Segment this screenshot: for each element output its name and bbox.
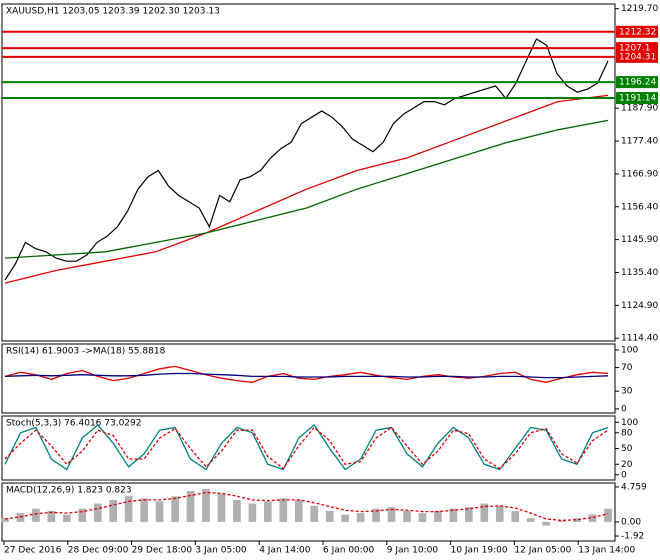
y-tick-label: 1177.40 (621, 137, 658, 147)
histogram-bar (495, 505, 504, 522)
histogram-bar (449, 508, 458, 522)
histogram-bar (325, 510, 334, 522)
histogram-bar (140, 498, 148, 522)
histogram-bar (573, 518, 581, 522)
histogram-bar (310, 505, 319, 522)
histogram-bar (171, 496, 179, 522)
panel-title: Stoch(5,3,3) 76.4016 73.0292 (6, 419, 141, 429)
panel-title: RSI(14) 61.9003 ->MA(18) 55.8818 (6, 347, 166, 357)
histogram-bar (557, 520, 566, 522)
y-tick-label: 1114.40 (621, 334, 658, 344)
histogram-bar (434, 510, 442, 522)
panel-frame (1, 343, 616, 414)
y-tick-label: 1124.90 (621, 301, 658, 311)
histogram-bar (604, 508, 612, 522)
y-tick-label: -1.92 (621, 532, 644, 542)
histogram-bar (511, 510, 520, 522)
histogram-bar (480, 503, 489, 522)
histogram-bar (16, 513, 25, 522)
histogram-bar (217, 494, 226, 522)
panel-frame (1, 415, 616, 481)
histogram-bar (32, 508, 40, 522)
y-tick-label: 4.759 (621, 482, 647, 492)
histogram-bar (202, 488, 210, 522)
series-line (4, 365, 609, 383)
x-tick-label: 27 Dec 2016 (4, 546, 62, 556)
histogram-bar (341, 514, 349, 522)
level-tag (616, 76, 658, 89)
histogram-bar (63, 514, 71, 522)
x-tick-label: 12 Jan 05:00 (514, 546, 571, 556)
series-line (4, 426, 609, 470)
level-label: 1196.24 (619, 78, 656, 88)
histogram-bar (279, 498, 288, 522)
histogram-bar (588, 514, 597, 522)
histogram-bar (294, 499, 303, 522)
y-tick-label: 1145.90 (621, 235, 658, 245)
level-tag (616, 25, 658, 38)
series-line (4, 372, 609, 379)
y-tick-label: 0 (621, 404, 627, 414)
y-tick-label: 1219.70 (621, 4, 658, 14)
panel-title: XAUUSD,H1 1203,05 1203.39 1202.30 1203.1… (6, 7, 220, 17)
histogram-bar (356, 513, 365, 522)
y-tick-label: 30 (621, 387, 633, 397)
histogram-bar (93, 503, 102, 522)
histogram-bar (264, 501, 272, 522)
x-tick-label: 10 Jan 19:00 (451, 546, 508, 556)
y-tick-label: 0 (621, 470, 627, 480)
level-tag (616, 50, 658, 63)
histogram-bar (233, 499, 241, 522)
histogram-bar (542, 521, 550, 526)
y-tick-label: 0.00 (621, 517, 641, 527)
level-label: 1191.14 (619, 94, 656, 104)
level-label: 1204.31 (619, 52, 656, 62)
y-tick-label: 100 (621, 345, 638, 355)
x-tick-label: 9 Jan 10:00 (387, 546, 439, 556)
x-tick-label: 13 Jan 14:00 (578, 546, 635, 556)
histogram-bar (109, 499, 118, 522)
y-tick-label: 1166.90 (621, 169, 658, 179)
level-label: 1212.32 (619, 27, 656, 37)
y-tick-label: 80 (621, 428, 633, 438)
series-line (4, 491, 609, 522)
series-line (4, 94, 609, 284)
histogram-bar (186, 491, 195, 522)
histogram-bar (372, 508, 380, 522)
histogram-bar (387, 507, 396, 522)
series-line (4, 38, 609, 281)
panel-title: MACD(12,26,9) 1.823 0.823 (6, 486, 132, 496)
histogram-bar (418, 513, 427, 522)
y-tick-label: 50 (621, 444, 633, 454)
histogram-bar (78, 508, 87, 522)
level-tag (616, 92, 658, 105)
x-tick-label: 29 Dec 18:00 (132, 546, 193, 556)
y-tick-label: 70 (621, 363, 633, 373)
y-tick-label: 100 (621, 418, 638, 428)
histogram-bar (403, 510, 411, 522)
histogram-bar (1, 518, 9, 522)
series-line (4, 423, 609, 471)
y-tick-label: 20 (621, 460, 633, 470)
histogram-bar (155, 501, 164, 522)
histogram-bar (47, 510, 56, 522)
y-tick-label: 1187.90 (621, 104, 658, 114)
level-label: 1207.1 (619, 44, 651, 54)
x-tick-label: 3 Jan 05:00 (195, 546, 247, 556)
series-line (4, 119, 609, 259)
y-tick-label: 1156.40 (621, 202, 658, 212)
histogram-bar (124, 496, 133, 522)
y-tick-label: 1135.40 (621, 268, 658, 278)
x-tick-label: 6 Jan 00:00 (323, 546, 375, 556)
histogram-bar (526, 518, 535, 522)
histogram-bar (248, 503, 257, 522)
panel-frame (1, 482, 616, 542)
panel-frame (1, 3, 616, 342)
histogram-bar (465, 507, 473, 522)
x-tick-label: 28 Dec 09:00 (68, 546, 129, 556)
x-tick-label: 4 Jan 14:00 (259, 546, 311, 556)
